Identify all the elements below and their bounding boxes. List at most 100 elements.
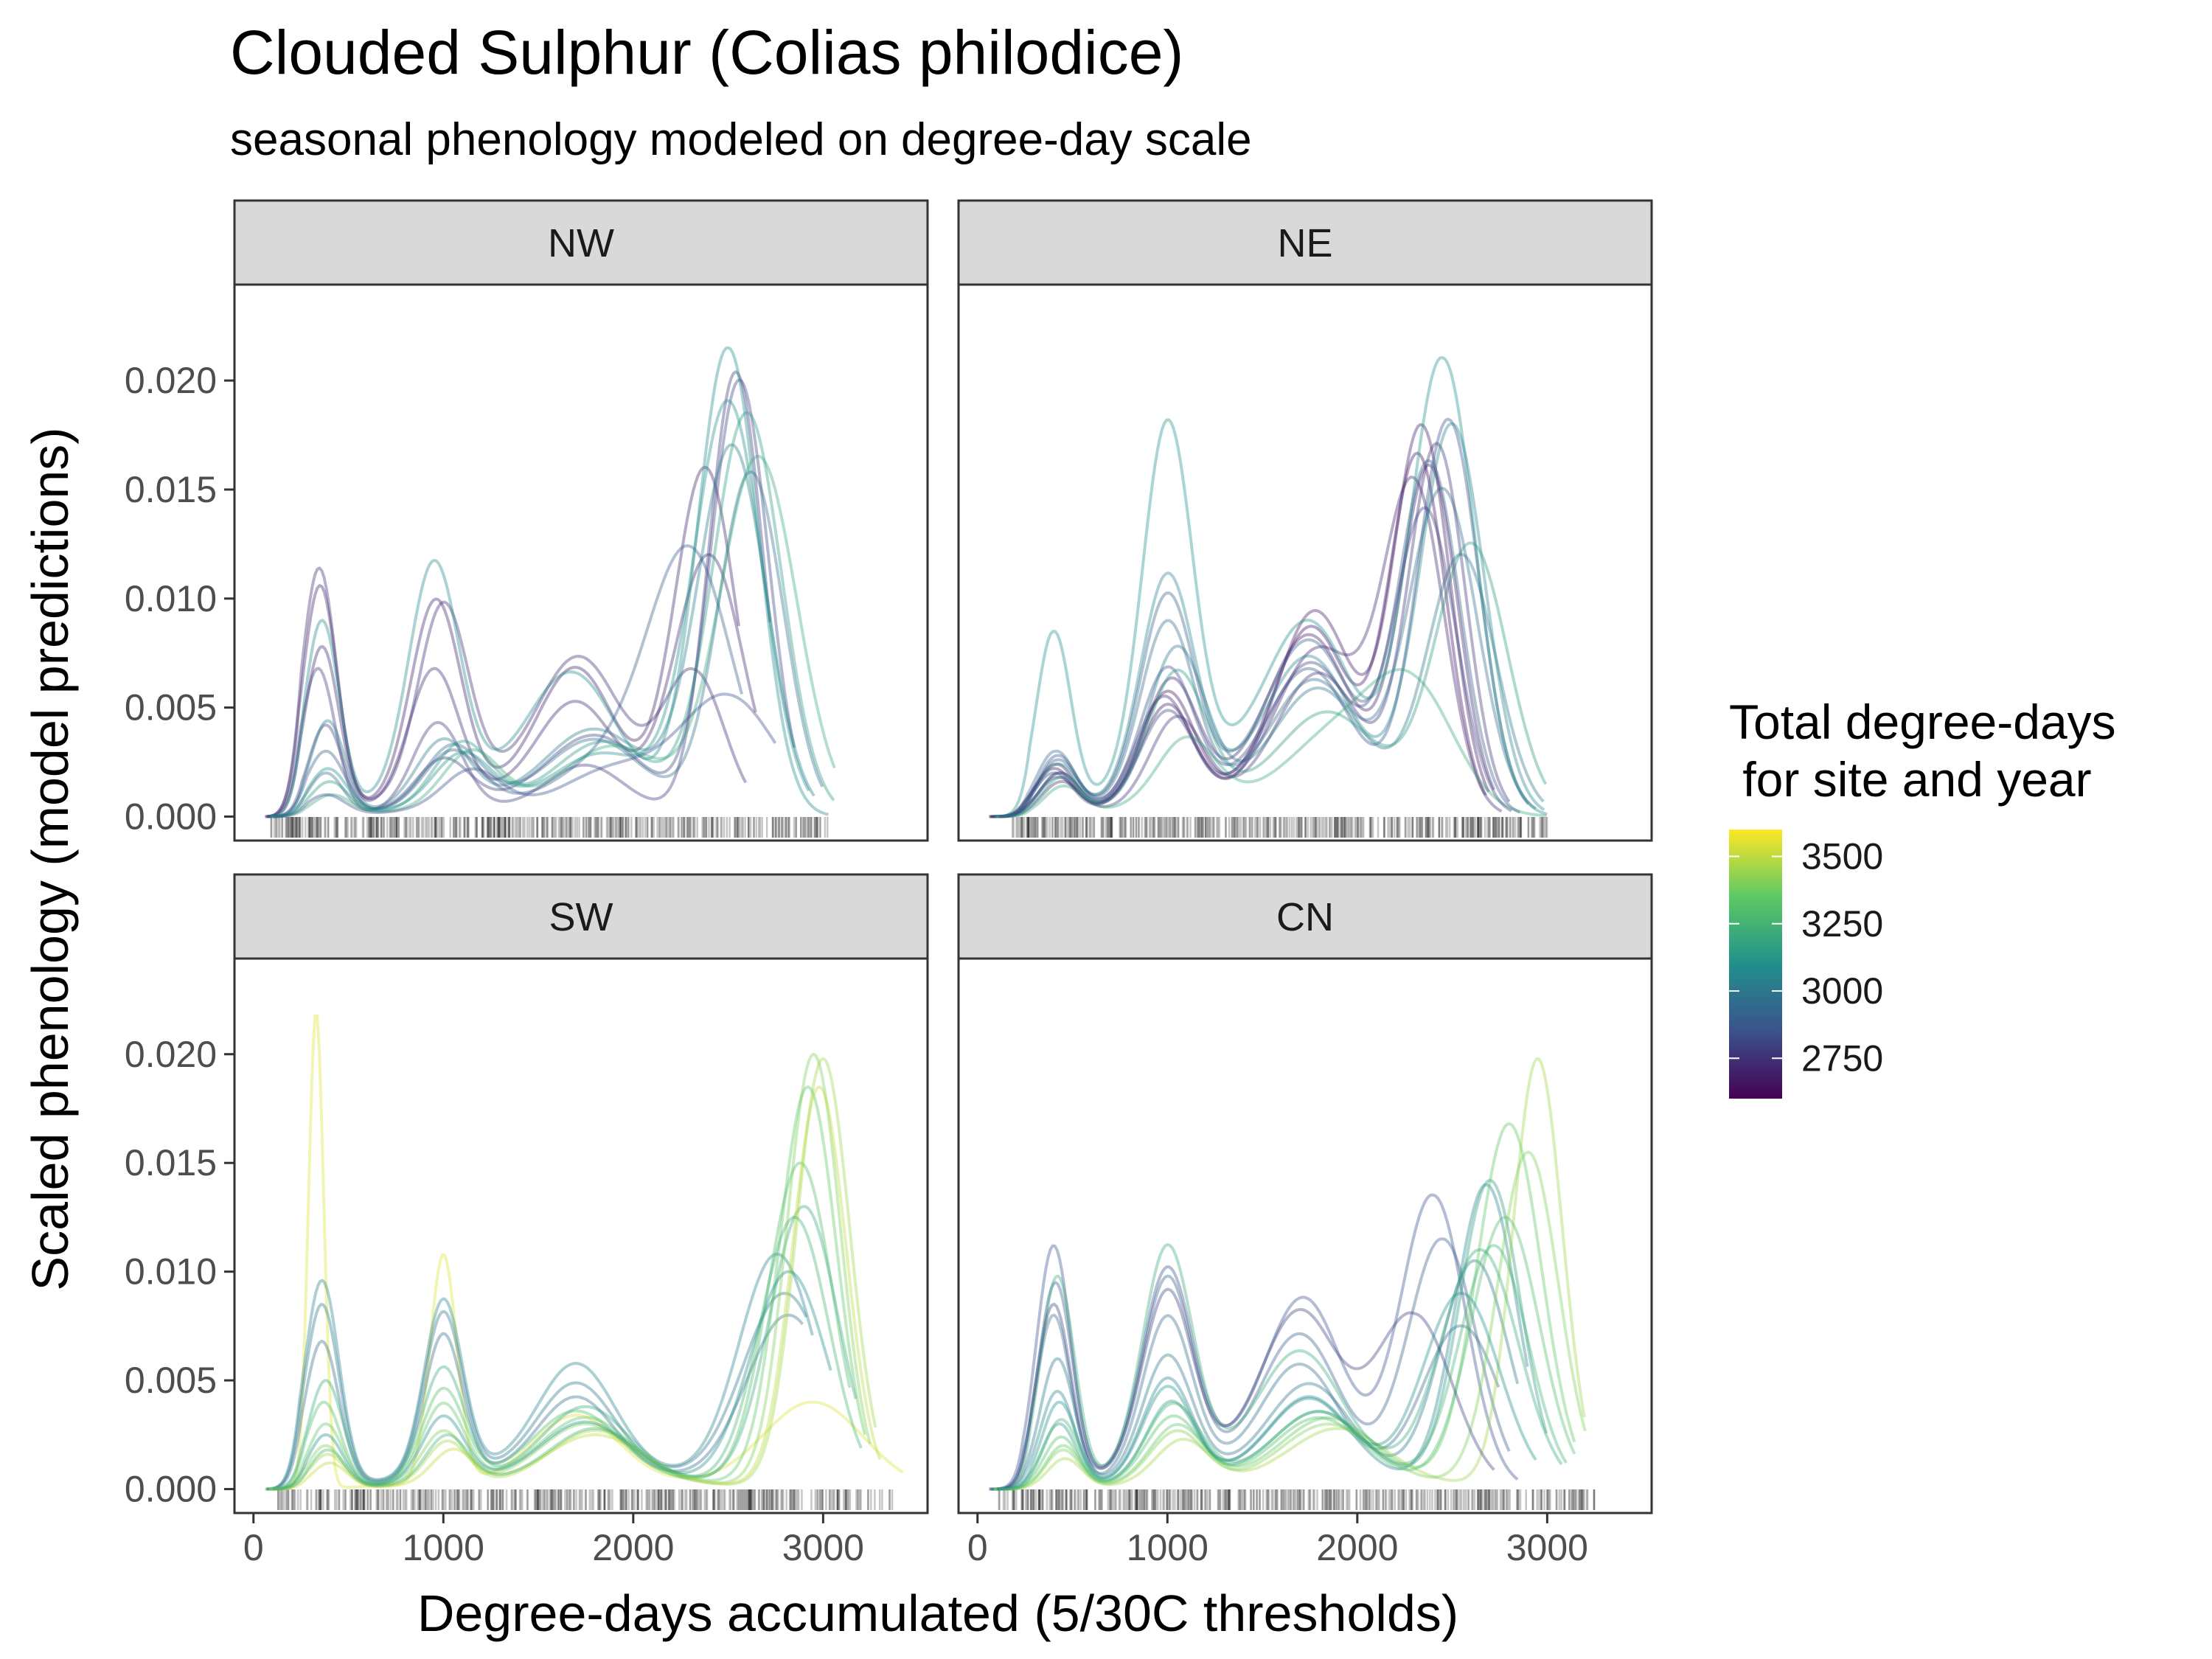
series-line [996, 1243, 1563, 1491]
series-line [265, 553, 757, 818]
series-line [272, 1270, 832, 1491]
legend-ticks: 2750 3000 3250 3500 [1729, 836, 1883, 1079]
panel-ne: NE [957, 199, 1653, 842]
series-line [997, 1287, 1495, 1491]
x-axis-title: Degree-days accumulated (5/30C threshold… [417, 1585, 1458, 1642]
panels: NW 0.000 0.005 0.010 0.015 0.020 NE SW 0.000 0.00… [125, 199, 1653, 1568]
panel-label: NE [1277, 221, 1332, 265]
rug [270, 817, 829, 838]
series-line [993, 1122, 1576, 1491]
legend-title-line1: Total degree-days [1729, 695, 2116, 749]
y-tick-label: 0.020 [125, 360, 217, 401]
series-line [995, 356, 1548, 818]
panel-label: NW [548, 221, 614, 265]
series-line [992, 1183, 1529, 1491]
series-line [266, 1292, 808, 1491]
legend-tick-label: 3250 [1801, 903, 1883, 945]
series-line [271, 411, 835, 818]
series-line [274, 692, 777, 818]
series-line [270, 346, 830, 818]
series-line [268, 1052, 872, 1491]
series-line [994, 1057, 1586, 1491]
y-tick-label: 0.010 [125, 1251, 217, 1293]
series-line [994, 552, 1545, 818]
y-tick-label: 0.020 [125, 1034, 217, 1075]
panel-strip [233, 873, 929, 960]
series-line [992, 417, 1530, 818]
legend-colorbar [1729, 830, 1782, 1099]
panel-border [233, 957, 929, 1514]
x-tick-label: 0 [243, 1527, 264, 1568]
series-line [272, 544, 744, 818]
y-tick-label: 0.015 [125, 1142, 217, 1183]
series-line [990, 1313, 1500, 1491]
legend-tick-label: 3500 [1801, 836, 1883, 877]
x-tick-label: 0 [967, 1527, 988, 1568]
panel-border [233, 283, 929, 842]
series-line [992, 1178, 1548, 1491]
y-tick-label: 0.000 [125, 1469, 217, 1510]
y-tick-label: 0.005 [125, 1360, 217, 1401]
series-line [265, 465, 740, 818]
chart-title: Clouded Sulphur (Colias philodice) [230, 18, 1183, 87]
rug [277, 1489, 894, 1510]
series-line [992, 442, 1511, 818]
series-line [995, 1216, 1576, 1491]
panel-sw: SW 0.000 0.005 0.010 0.015 0.020 0 1000 2000 3000 [125, 873, 929, 1568]
legend-title-line2: for site and year [1729, 752, 2092, 807]
panel-background [234, 285, 928, 841]
series-line [265, 1014, 904, 1491]
rug [998, 1489, 1596, 1510]
x-tick-label: 3000 [782, 1527, 864, 1568]
series-line [998, 506, 1512, 818]
series-line [267, 566, 748, 818]
legend-tick-label: 3000 [1801, 970, 1883, 1012]
y-tick-label: 0.000 [125, 796, 217, 837]
series-line [991, 476, 1503, 818]
y-tick-label: 0.015 [125, 469, 217, 510]
series-line [265, 1253, 814, 1491]
y-axis-title: Scaled phenology (model predictions) [21, 427, 79, 1290]
series-line [271, 1085, 882, 1491]
series-line [995, 1150, 1587, 1491]
series-line [995, 422, 1545, 818]
panel-background [959, 959, 1652, 1513]
legend-tick-label: 2750 [1801, 1037, 1883, 1079]
series-line [269, 1057, 877, 1491]
series-line [271, 1161, 852, 1491]
series-line [996, 541, 1548, 818]
series-line [998, 1244, 1568, 1491]
x-tick-label: 1000 [1127, 1527, 1208, 1568]
panel-label: CN [1276, 895, 1334, 939]
series-line [990, 463, 1496, 818]
series-line [268, 470, 824, 818]
legend: Total degree-days for site and year 2750… [1729, 695, 2116, 1099]
rug [1011, 817, 1548, 838]
series-line [998, 459, 1521, 818]
panel-background [234, 959, 928, 1513]
y-tick-label: 0.010 [125, 578, 217, 619]
panel-border [957, 957, 1653, 1514]
series-line [991, 1259, 1520, 1491]
series-line [990, 1237, 1511, 1491]
series-line [268, 378, 796, 818]
series-line [271, 454, 836, 818]
series-line [989, 451, 1487, 818]
series-line [270, 1085, 866, 1491]
series-line [266, 370, 772, 818]
series-line [269, 443, 815, 818]
series-line [268, 1205, 858, 1491]
x-tick-label: 1000 [403, 1527, 484, 1568]
series-line [273, 1216, 863, 1491]
x-tick-label: 2000 [1316, 1527, 1398, 1568]
panel-strip [233, 199, 929, 286]
x-tick-label: 3000 [1506, 1527, 1588, 1568]
series-line [997, 668, 1547, 818]
panel-background [959, 285, 1652, 841]
panel-cn: CN 0 1000 2000 3000 [957, 873, 1653, 1568]
series-line [993, 487, 1537, 818]
series-line [989, 1193, 1519, 1491]
panel-nw: NW 0.000 0.005 0.010 0.015 0.020 [125, 199, 929, 842]
x-tick-label: 2000 [592, 1527, 674, 1568]
